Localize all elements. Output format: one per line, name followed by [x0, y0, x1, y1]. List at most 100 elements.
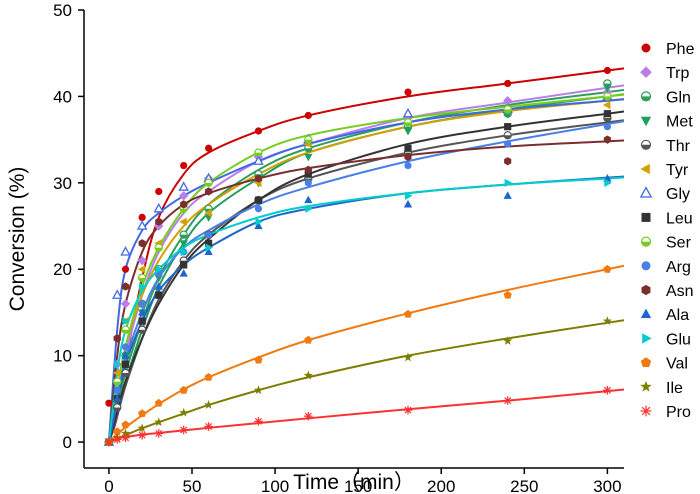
legend-label-asn: Asn [666, 283, 694, 300]
data-point-tyr [112, 368, 121, 378]
data-point-thr [121, 368, 130, 378]
legend-marker-leu [641, 212, 651, 222]
data-point-ser [503, 105, 512, 114]
data-point-phe [304, 111, 312, 120]
legend-label-trp: Trp [666, 65, 690, 82]
data-point-asn [603, 135, 611, 144]
data-point-leu [121, 360, 130, 368]
legend-item-met: Met [640, 114, 693, 131]
data-point-pro [204, 422, 213, 431]
data-point-leu [138, 317, 146, 325]
data-point-arg [254, 205, 263, 213]
x-tick-label: 0 [104, 477, 113, 494]
data-point-phe [138, 213, 146, 221]
legend-label-gly: Gly [666, 186, 690, 203]
data-point-arg [113, 386, 121, 394]
legend-marker-glu [642, 333, 652, 344]
data-point-ile [179, 407, 189, 417]
fit-curve-ala [107, 175, 625, 443]
data-point-glu [155, 265, 164, 274]
data-point-ser [154, 243, 163, 252]
data-point-asn [180, 200, 188, 209]
fit-curves [107, 67, 625, 443]
data-point-ala [403, 199, 413, 208]
data-point-ser [254, 148, 263, 157]
data-point-ile [503, 336, 513, 345]
series-ile [104, 316, 613, 447]
data-point-trp [503, 96, 513, 106]
legend-marker-trp [640, 66, 652, 79]
data-point-ala [121, 351, 130, 359]
data-point-arg [304, 179, 312, 187]
y-axis-title: Conversion (%) [6, 167, 29, 312]
data-point-arg [603, 123, 611, 131]
data-point-tyr [602, 100, 611, 110]
legend-label-ala: Ala [666, 307, 689, 324]
data-point-asn [404, 152, 412, 162]
series-pro [104, 385, 612, 447]
x-axis-ticks: 0 50 100 150 200 250 300 [104, 468, 622, 494]
data-point-glu [139, 282, 147, 291]
data-point-leu [155, 291, 163, 299]
legend-item-ile: Ile [640, 380, 683, 397]
series-glu [105, 178, 612, 447]
data-point-arg [138, 300, 146, 308]
data-point-phe [254, 127, 263, 135]
data-point-ile [403, 352, 413, 362]
data-point-leu [180, 261, 188, 269]
data-point-ile [120, 428, 131, 438]
data-point-val [121, 420, 130, 429]
data-point-pro [154, 429, 164, 438]
legend-label-pro: Pro [666, 404, 691, 421]
data-point-gly [178, 181, 189, 191]
data-point-ser [603, 92, 612, 101]
data-point-arg [404, 161, 412, 170]
legend-item-thr: Thr [640, 138, 691, 155]
data-point-phe [155, 187, 163, 196]
data-point-trp [120, 299, 131, 309]
data-point-phe [105, 399, 113, 407]
series-ser [104, 92, 612, 447]
legend-item-val: Val [640, 356, 688, 373]
data-point-ala [179, 269, 188, 277]
legend-marker-gly [639, 186, 653, 198]
data-point-ser [403, 118, 413, 127]
data-point-arg [205, 231, 213, 239]
data-point-trp [137, 255, 147, 266]
data-point-glu [122, 316, 131, 326]
data-point-leu [603, 110, 611, 118]
data-point-asn [254, 174, 263, 183]
legend-item-gly: Gly [639, 186, 690, 203]
y-tick-label: 10 [53, 347, 72, 366]
data-point-phe [180, 161, 188, 170]
data-point-glu [205, 243, 214, 252]
data-point-phe [205, 144, 213, 152]
data-point-leu [504, 123, 512, 131]
data-point-val [603, 264, 612, 273]
data-point-asn [113, 334, 121, 343]
data-point-thr [137, 325, 147, 334]
data-point-met [304, 153, 313, 162]
data-point-val [254, 355, 263, 364]
data-point-pro [303, 411, 313, 421]
data-point-gly [111, 289, 123, 299]
legend-item-leu: Leu [641, 210, 693, 227]
data-point-arg [504, 140, 512, 148]
legend-item-arg: Arg [641, 259, 691, 276]
data-point-ser [113, 377, 122, 386]
data-point-gly [153, 202, 165, 213]
legend-marker-tyr [640, 163, 650, 175]
legend-label-met: Met [666, 114, 693, 131]
legend-item-ser: Ser [640, 235, 692, 252]
data-point-ile [303, 370, 313, 380]
y-tick-label: 40 [53, 87, 72, 106]
legend-marker-ile [640, 380, 652, 392]
data-point-glu [604, 178, 612, 187]
legend-label-phe: Phe [666, 41, 695, 58]
y-tick-label: 20 [53, 260, 72, 279]
data-point-gln [179, 230, 188, 239]
data-point-thr [503, 131, 512, 140]
data-point-phe [404, 88, 412, 96]
data-point-glu [305, 204, 313, 213]
legend-label-ser: Ser [666, 235, 692, 252]
